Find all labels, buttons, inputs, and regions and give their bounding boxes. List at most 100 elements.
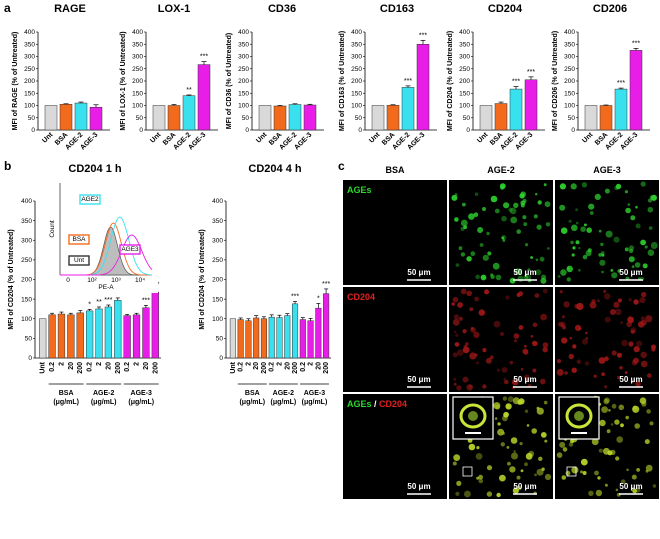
fluorescent-cell [468,443,476,451]
y-tick-label: 200 [212,277,223,284]
fluorescent-cell [534,473,537,477]
fluorescent-cell [589,301,597,309]
micrograph-age-2-0: 50 μm [449,180,553,285]
fluorescent-cell [565,470,571,476]
bar-age-3 [151,291,159,359]
fluorescent-cell [563,301,570,308]
fluorescent-cell [593,374,597,378]
chart-rage: RAGE 0 50 100 150 200 250 300 350 400 MFI of RAGE … [12,3,110,152]
fluorescent-cell [650,194,658,201]
fluorescent-cell [581,182,588,188]
fluorescent-cell [513,202,519,208]
fluorescent-cell [628,248,634,254]
fluorescent-cell [635,381,641,387]
y-tick-label: 400 [459,29,470,36]
flow-histogram-inset: Count PE-A 0 10² 10³ 10⁴ BSA Unt AGE2 AGE3 [38,181,158,293]
fluorescent-cell [520,368,524,371]
fluorescent-cell [647,198,653,203]
bar-age-2 [284,315,291,359]
fluorescent-cell [473,212,479,217]
fluorescent-cell [527,268,531,272]
fluorescent-cell [594,470,599,476]
micrograph-age-3-0: 50 μm [555,180,659,285]
fluorescent-cell [458,246,463,251]
y-tick-label: 150 [351,90,362,97]
fluorescent-cell [580,470,583,474]
fluorescent-cell [604,356,609,362]
fluorescent-cell [618,404,625,411]
zoom-cell [459,403,487,429]
y-tick-label: 150 [24,90,35,97]
fluorescent-cell [526,377,531,382]
micrograph-image [555,287,659,392]
x-tick-label: 20 [253,362,260,370]
bar-age-2 [288,104,302,131]
chart-cd204: CD204 0 50 100 150 200 250 300 350 400 MFI of CD20… [447,3,545,152]
zoom-region-marker [462,466,473,477]
fluorescent-cell [582,471,587,475]
fluorescent-cell [572,344,577,349]
fluorescent-cell [604,188,610,194]
y-tick-label: 400 [212,198,223,205]
x-tick-label: 0.2 [300,362,307,372]
scale-bar-label: 50 μm [407,482,430,491]
inset-legend-label: BSA [72,236,86,243]
fluorescent-cell [615,183,622,190]
fluorescent-cell [540,378,546,385]
fluorescent-cell [462,376,469,383]
y-tick-label: 300 [132,54,143,61]
fluorescent-cell [601,270,604,274]
fluorescent-cell [644,245,648,249]
micrograph-image [449,287,553,392]
fluorescent-cell [649,421,654,426]
bar-age-3 [197,64,211,131]
y-axis-label: MFI of CD163 (% of Untreated) [339,31,346,131]
x-tick-label: 0.2 [238,362,245,372]
panel-letter-a: a [4,1,11,15]
fluorescent-cell [611,272,618,279]
fluorescent-cell [530,256,533,259]
zoom-cell-center [574,411,584,421]
fluorescent-cell [508,207,513,212]
x-tick-label: 20 [68,362,75,370]
fluorescent-cell [518,291,524,297]
bar-unt [39,318,47,359]
category-label: Unt [149,131,163,145]
fluorescent-cell [455,333,459,337]
x-tick-label: 200 [152,362,159,374]
fluorescent-cell [604,397,610,404]
fluorescent-cell [580,458,588,466]
row-label-part: / [372,399,380,409]
y-tick-label: 350 [238,41,249,48]
y-tick-label: 150 [238,90,249,97]
y-tick-label: 100 [212,316,223,323]
fluorescent-cell [645,315,653,323]
x-tick-label: 0.2 [49,362,56,372]
y-tick-label: 0 [466,127,470,134]
fluorescent-cell [626,468,629,472]
row-label-part: CD204 [347,292,375,302]
fluorescent-cell [644,439,650,445]
y-tick-label: 350 [351,41,362,48]
fluorescent-cell [520,203,525,208]
fluorescent-cell [512,397,520,405]
fluorescent-cell [451,194,458,201]
micrograph-panel: BSA AGE-2 AGE-3 50 μm 50 μm 50 μm AGEs 50 μm 50 … [343,165,659,499]
fluorescent-cell [452,318,460,326]
fluorescent-cell [501,236,505,240]
fluorescent-cell [599,259,606,266]
fluorescent-cell [591,299,596,304]
fluorescent-cell [505,295,510,300]
fluorescent-cell [639,297,646,304]
zoom-region-marker [566,466,577,477]
fluorescent-cell [542,288,548,294]
fluorescent-cell [513,339,517,343]
group-unit: (μg/mL) [128,399,154,406]
micrograph-image [343,287,447,392]
y-tick-label: 300 [238,54,249,61]
fluorescent-cell [626,321,632,328]
chart-cd206: CD206 0 50 100 150 200 250 300 350 400 MFI of CD20… [552,3,650,152]
panel-letter-c: c [338,159,345,173]
fluorescent-cell [468,384,473,389]
significance-mark: *** [200,54,208,61]
